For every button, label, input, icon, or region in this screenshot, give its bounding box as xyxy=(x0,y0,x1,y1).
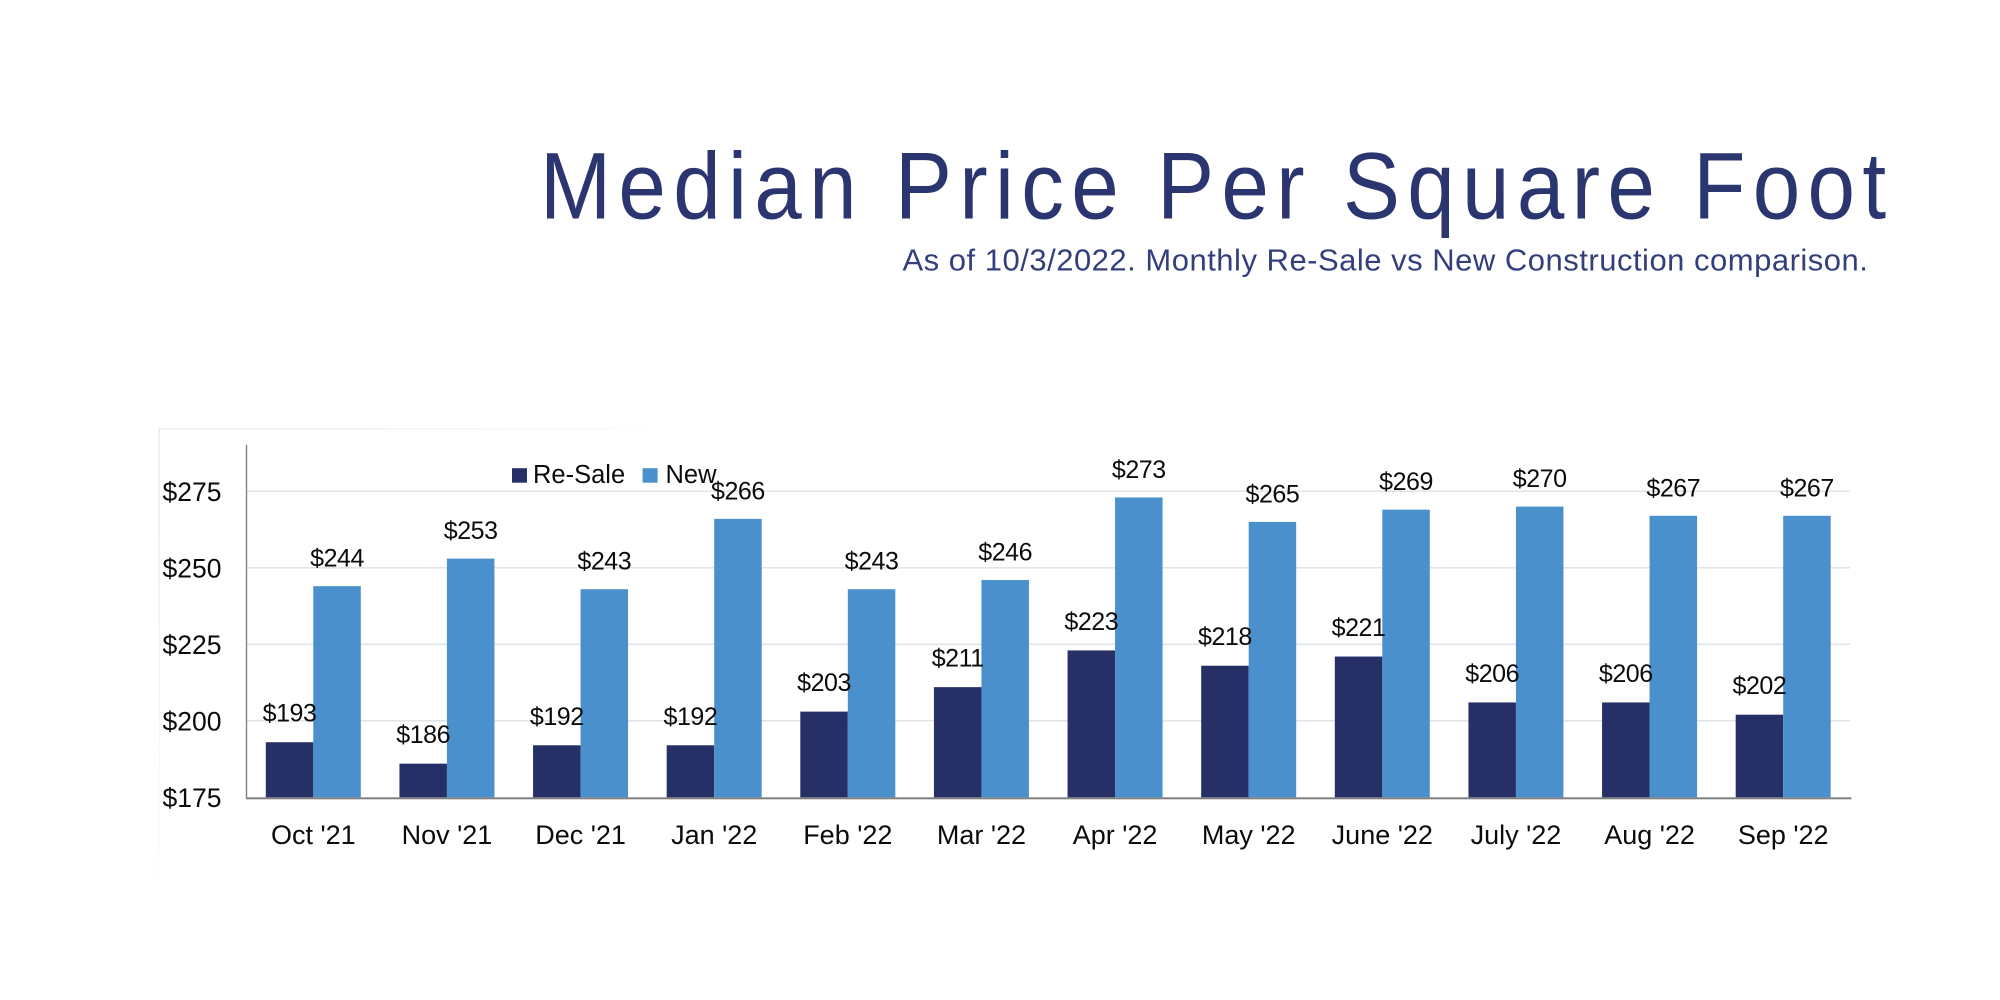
svg-text:$223: $223 xyxy=(1064,608,1118,636)
svg-text:Sep '22: Sep '22 xyxy=(1738,820,1829,850)
svg-text:Aug '22: Aug '22 xyxy=(1604,820,1695,850)
svg-text:May '22: May '22 xyxy=(1202,820,1296,850)
svg-text:Feb '22: Feb '22 xyxy=(803,820,892,850)
svg-text:$266: $266 xyxy=(711,477,765,505)
svg-text:Mar '22: Mar '22 xyxy=(937,820,1026,850)
svg-text:$243: $243 xyxy=(577,548,631,576)
svg-text:$267: $267 xyxy=(1780,474,1834,502)
svg-text:$206: $206 xyxy=(1465,660,1519,688)
svg-text:As of 10/3/2022. Monthly Re-Sa: As of 10/3/2022. Monthly Re-Sale vs New … xyxy=(903,243,1869,278)
svg-text:$211: $211 xyxy=(932,645,984,673)
svg-text:$203: $203 xyxy=(797,669,851,697)
svg-text:$200: $200 xyxy=(163,707,222,737)
svg-text:$253: $253 xyxy=(444,517,498,545)
svg-text:Dec '21: Dec '21 xyxy=(535,820,626,850)
svg-text:$192: $192 xyxy=(530,703,584,731)
svg-text:$246: $246 xyxy=(978,539,1032,567)
svg-text:$243: $243 xyxy=(845,548,899,576)
svg-text:Re-Sale: Re-Sale xyxy=(533,461,625,489)
svg-text:$244: $244 xyxy=(310,545,364,573)
svg-text:$273: $273 xyxy=(1112,456,1166,484)
svg-text:New: New xyxy=(666,461,718,489)
svg-text:July '22: July '22 xyxy=(1471,820,1562,850)
svg-text:$193: $193 xyxy=(263,700,317,728)
svg-text:$186: $186 xyxy=(396,721,450,749)
svg-text:$265: $265 xyxy=(1246,480,1300,508)
svg-text:$270: $270 xyxy=(1513,465,1567,493)
svg-text:$206: $206 xyxy=(1599,660,1653,688)
svg-text:Apr '22: Apr '22 xyxy=(1073,820,1158,850)
svg-text:Median Price Per Square Foot: Median Price Per Square Foot xyxy=(540,134,1893,240)
svg-text:$267: $267 xyxy=(1646,474,1700,502)
svg-text:$275: $275 xyxy=(163,477,222,507)
svg-text:$175: $175 xyxy=(163,783,222,813)
svg-text:Jan '22: Jan '22 xyxy=(671,820,757,850)
svg-text:June '22: June '22 xyxy=(1332,820,1433,850)
svg-text:$269: $269 xyxy=(1379,468,1433,496)
svg-text:$250: $250 xyxy=(163,554,222,584)
svg-text:Nov '21: Nov '21 xyxy=(402,820,493,850)
svg-text:$218: $218 xyxy=(1198,623,1252,651)
svg-text:Oct '21: Oct '21 xyxy=(271,820,356,850)
svg-text:$221: $221 xyxy=(1332,614,1386,642)
svg-text:$192: $192 xyxy=(664,703,718,731)
svg-text:$225: $225 xyxy=(163,630,222,660)
svg-text:$202: $202 xyxy=(1733,672,1787,700)
